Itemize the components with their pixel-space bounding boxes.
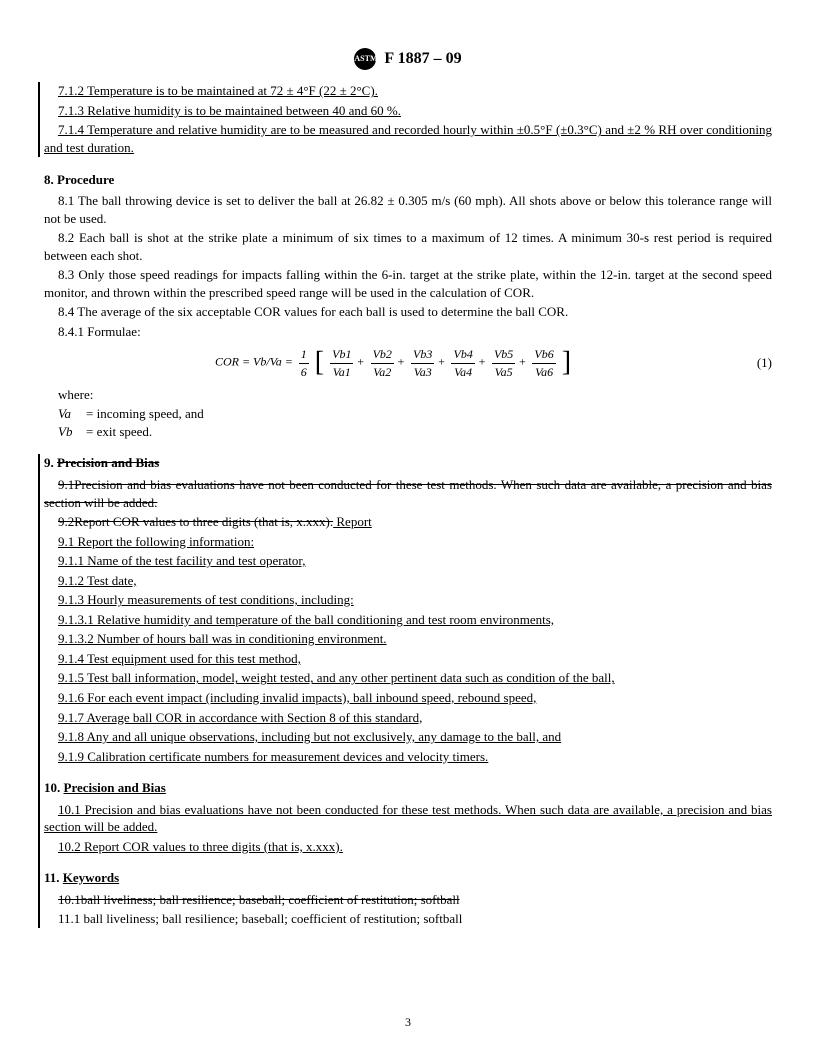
p-9.2-old-line: 9.2Report COR values to three digits (th… (44, 513, 772, 531)
equation-number: (1) (742, 354, 772, 372)
page-header: ASTM F 1887 – 09 (44, 48, 772, 70)
section-10-title: 10. Precision and Bias (44, 779, 772, 797)
astm-logo: ASTM (354, 48, 376, 70)
section-8-title: 8. Procedure (44, 171, 772, 189)
p-9.1.3.1: 9.1.3.1 Relative humidity and temperatur… (58, 612, 554, 627)
page-number: 3 (0, 1014, 816, 1030)
p-10.1: 10.1 Precision and bias evaluations have… (44, 802, 772, 835)
designation: F 1887 – 09 (384, 50, 461, 67)
p-8.1: 8.1 The ball throwing device is set to d… (44, 192, 772, 227)
cor-formula: COR = Vb/Va = 16 [ Vb1Va1+ Vb2Va2+ Vb3Va… (44, 346, 742, 379)
p-8.3: 8.3 Only those speed readings for impact… (44, 266, 772, 301)
p-10.2: 10.2 Report COR values to three digits (… (58, 839, 343, 854)
p-9.1-old: 9.1Precision and bias evaluations have n… (44, 477, 772, 510)
p-11.1: 11.1 ball liveliness; ball resilience; b… (44, 910, 772, 928)
p-9.1.5: 9.1.5 Test ball information, model, weig… (58, 670, 615, 685)
p-9.1: 9.1 Report the following information: (58, 534, 254, 549)
where-vb: Vb= exit speed. (58, 423, 772, 441)
frac-1-6: 16 (299, 346, 309, 379)
formula-lead: COR = Vb/Va = (215, 355, 296, 369)
p-7.1.4: 7.1.4 Temperature and relative humidity … (44, 122, 772, 155)
section-9-revblock: 9. Precision and Bias 9.1Precision and b… (38, 454, 772, 928)
p-9.1.9: 9.1.9 Calibration certificate numbers fo… (58, 749, 488, 764)
bracket-r: ] (562, 347, 571, 378)
section-9-title: 9. Precision and Bias (44, 454, 772, 472)
p-7.1.3: 7.1.3 Relative humidity is to be maintai… (58, 103, 401, 118)
p-9.1.2: 9.1.2 Test date, (58, 573, 137, 588)
p-9.1.3.2: 9.1.3.2 Number of hours ball was in cond… (58, 631, 387, 646)
p-8.4: 8.4 The average of the six acceptable CO… (44, 303, 772, 321)
p-9.1.8: 9.1.8 Any and all unique observations, i… (58, 729, 561, 744)
p-8.2: 8.2 Each ball is shot at the strike plat… (44, 229, 772, 264)
p-9.1.1: 9.1.1 Name of the test facility and test… (58, 553, 305, 568)
section-11-title: 11. Keywords (44, 869, 772, 887)
where-va: Va= incoming speed, and (58, 405, 772, 423)
p-10.1-keywords-old: 10.1ball liveliness; ball resilience; ba… (58, 892, 460, 907)
p-9.1.3: 9.1.3 Hourly measurements of test condit… (58, 592, 354, 607)
section-7-revblock: 7.1.2 Temperature is to be maintained at… (38, 82, 772, 156)
p-8.4.1: 8.4.1 Formulae: (44, 323, 772, 341)
p-9.1.6: 9.1.6 For each event impact (including i… (58, 690, 536, 705)
bracket-l: [ (315, 347, 324, 378)
where-label: where: (58, 386, 772, 404)
p-7.1.2: 7.1.2 Temperature is to be maintained at… (58, 83, 378, 98)
p-9.1.7: 9.1.7 Average ball COR in accordance wit… (58, 710, 422, 725)
p-9.1.4: 9.1.4 Test equipment used for this test … (58, 651, 301, 666)
formula-row: COR = Vb/Va = 16 [ Vb1Va1+ Vb2Va2+ Vb3Va… (44, 346, 772, 379)
